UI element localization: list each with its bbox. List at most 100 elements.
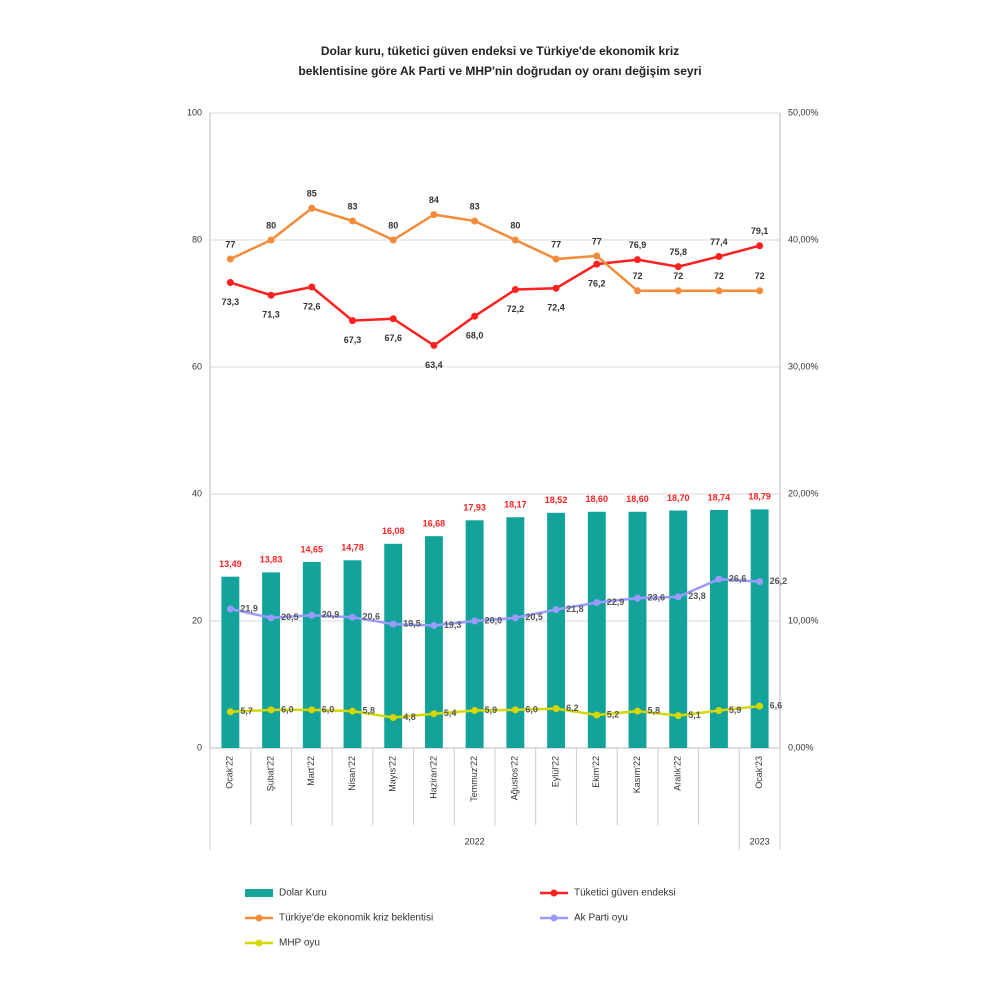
line-series [229,244,760,347]
bar [628,511,647,748]
bar [465,520,484,748]
x-tick-label: Eylül'22 [550,756,560,787]
line-point [511,236,519,244]
legend-label: Ak Parti oyu [574,913,628,924]
data-label: 73,3 [222,297,240,307]
x-tick-label: Mart'22 [306,756,316,786]
data-label: 6,6 [770,700,783,710]
x-tick-label: Mayıs'22 [388,756,398,792]
data-label: 80 [266,220,276,230]
line-point [267,614,275,622]
legend-swatch [255,939,263,947]
line-point [511,706,519,714]
line-series [230,704,760,719]
line-point [349,613,356,621]
data-label: 77 [225,239,235,249]
y2-tick-label: 30,00% [788,361,819,371]
y2-tick-label: 0,00% [788,742,814,752]
data-label: 23,6 [648,593,666,603]
data-label: 20,9 [322,610,340,620]
data-label: 5,8 [648,706,661,716]
y2-tick-label: 10,00% [788,615,819,625]
line-point [349,317,356,325]
data-label: 6,0 [525,704,538,714]
legend-label: Türkiye'de ekonomik kriz beklentisi [279,913,433,924]
x-tick-label: Kasım'22 [632,756,642,793]
data-label: 4,8 [403,712,416,722]
data-label: 19,3 [444,620,462,630]
x-tick-label: Nisan'22 [347,756,357,791]
y-tick-label: 100 [187,107,202,117]
bar [262,572,281,748]
bar [221,576,240,748]
data-label: 20,5 [525,612,543,622]
line-point [389,315,397,323]
line-point [552,606,560,614]
line-point [552,255,560,263]
bar [506,517,525,748]
bar-value-label: 18,60 [586,494,609,504]
line-point [349,707,356,715]
line-point [756,578,764,586]
line-point [471,617,479,625]
data-label: 85 [307,189,317,199]
line-point [267,236,275,244]
line-point [349,217,356,225]
line-point [552,705,560,713]
line-point [471,707,479,715]
line-point [226,279,234,287]
data-label: 26,2 [770,576,788,586]
bar [709,510,728,748]
data-label: 20,0 [485,615,503,625]
x-tick-label: Haziran'22 [428,756,438,799]
line-point [674,263,682,271]
line-point [634,287,641,295]
line-point [674,593,682,601]
x-tick-label: Ocak'23 [754,756,764,789]
legend-swatch [255,914,263,922]
line-point [430,621,438,629]
line-point [308,204,316,212]
data-label: 72 [632,271,642,281]
y2-tick-label: 40,00% [788,234,819,244]
bar-value-label: 16,08 [382,526,405,536]
bar [343,560,362,748]
data-label: 71,3 [262,310,280,320]
bar-value-label: 18,70 [667,493,690,503]
bar [384,543,403,748]
bar-value-label: 18,79 [748,492,771,502]
data-label: 80 [510,220,520,230]
data-label: 5,7 [240,706,253,716]
data-label: 72 [673,271,683,281]
legend-label: Dolar Kuru [279,888,327,899]
line-point [471,217,479,225]
bar [750,509,769,748]
legend-label: MHP oyu [279,938,320,949]
data-label: 72 [755,271,765,281]
line-point [756,702,764,710]
data-label: 72 [714,271,724,281]
data-label: 6,2 [566,703,579,713]
bar [302,561,321,748]
data-label: 72,6 [303,301,321,311]
line-point [430,710,438,718]
data-label: 83 [347,201,357,211]
x-tick-label: Şubat'22 [265,756,275,791]
data-label: 84 [429,195,439,205]
data-label: 72,4 [547,303,565,313]
x-tick-label: Aralık'22 [673,756,683,791]
data-label: 77 [551,239,561,249]
bar-value-label: 14,65 [301,544,324,554]
line-point [715,575,723,583]
bar-value-label: 17,93 [463,503,486,513]
y2-tick-label: 50,00% [788,107,819,117]
data-label: 76,9 [629,240,647,250]
data-label: 6,0 [322,704,335,714]
bar-value-label: 18,74 [708,492,731,502]
chart-title: Dolar kuru, tüketici güven endeksi ve Tü… [321,44,679,58]
data-label: 6,0 [281,704,294,714]
line-series [230,577,760,627]
line-point [267,706,275,714]
data-label: 67,6 [384,333,402,343]
